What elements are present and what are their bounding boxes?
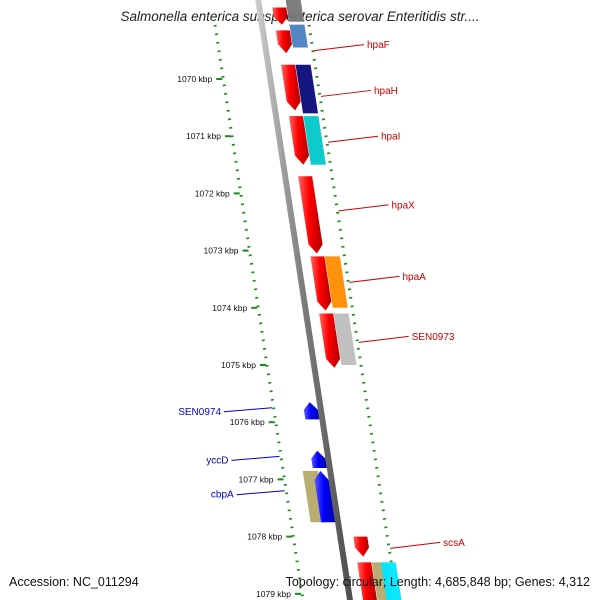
gene-label-hpaa: hpaA <box>402 272 426 283</box>
tick-label: 1071 kbp <box>186 131 221 141</box>
cog-block <box>380 562 402 600</box>
tick-label: 1076 kbp <box>230 417 265 427</box>
tick-label: 1079 kbp <box>256 589 291 599</box>
gene-arrow-cbpa <box>314 470 336 523</box>
gene-leader-line <box>236 490 285 496</box>
gene-label-hpax: hpaX <box>392 200 416 211</box>
gene-arrow-hpaf <box>275 30 292 54</box>
gene-arrow-hpax <box>298 176 323 254</box>
gene-leader-line <box>313 44 365 52</box>
gene-arrow-hpaa <box>310 256 332 311</box>
gene-leader-line <box>320 89 372 97</box>
cog-block <box>289 24 308 48</box>
gene-leader-line <box>338 204 389 212</box>
gene-label-hpah: hpaH <box>374 86 398 97</box>
tick-label: 1077 kbp <box>239 474 274 484</box>
tick-label: 1074 kbp <box>212 303 247 313</box>
gene-leader-line <box>327 135 379 143</box>
gene-arrow-sen0973 <box>319 313 341 368</box>
gene-leader-line <box>349 275 400 283</box>
gene-leader-line <box>390 541 441 549</box>
gene-arrow-scsa <box>353 536 369 557</box>
gene-leader-line <box>223 407 273 413</box>
gene-arrow-yccd <box>311 450 327 468</box>
gene-arrow <box>272 7 288 25</box>
genome-backbone <box>255 0 353 600</box>
cog-block <box>303 116 326 165</box>
gene-arrows <box>272 7 377 600</box>
gene-label-sen0973: SEN0973 <box>412 332 455 343</box>
tick-label: 1078 kbp <box>247 532 282 542</box>
gene-label-cbpa: cbpA <box>211 490 234 501</box>
tick-label: 1070 kbp <box>177 74 212 84</box>
gene-arrow-hpah <box>281 64 301 111</box>
gene-label-hpai: hpaI <box>381 132 400 143</box>
cog-block <box>285 0 305 22</box>
gene-label-scsa: scsA <box>443 538 465 549</box>
position-ticks: 1070 kbp 1071 kbp 1072 kbp 1073 kbp 1074 kbp… <box>177 74 302 599</box>
tick-label: 1072 kbp <box>195 188 230 198</box>
backbone-bar <box>255 0 353 600</box>
gene-labels: hpaF hpaH hpaI hpaX hpaA SEN0973 SEN0974 yccD cb… <box>178 40 465 549</box>
cog-category-blocks <box>285 0 402 600</box>
cog-block <box>295 64 319 114</box>
gene-label-hpaf: hpaF <box>367 40 390 51</box>
gene-leader-line <box>231 455 280 461</box>
gene-leader-line <box>358 335 409 343</box>
gene-arrow-hpai <box>288 116 310 165</box>
tick-label: 1075 kbp <box>221 360 256 370</box>
topology-text: Topology: circular; Length: 4,685,848 bp… <box>285 575 590 589</box>
gene-label-sen0974: SEN0974 <box>178 407 221 418</box>
tick-label: 1073 kbp <box>204 246 239 256</box>
gene-arrow <box>357 562 377 600</box>
accession-text: Accession: NC_011294 <box>9 575 139 589</box>
cog-block <box>324 256 348 308</box>
gene-label-yccd: yccD <box>206 455 228 466</box>
gene-arrow-sen0974 <box>303 402 320 420</box>
cog-block <box>333 313 357 365</box>
